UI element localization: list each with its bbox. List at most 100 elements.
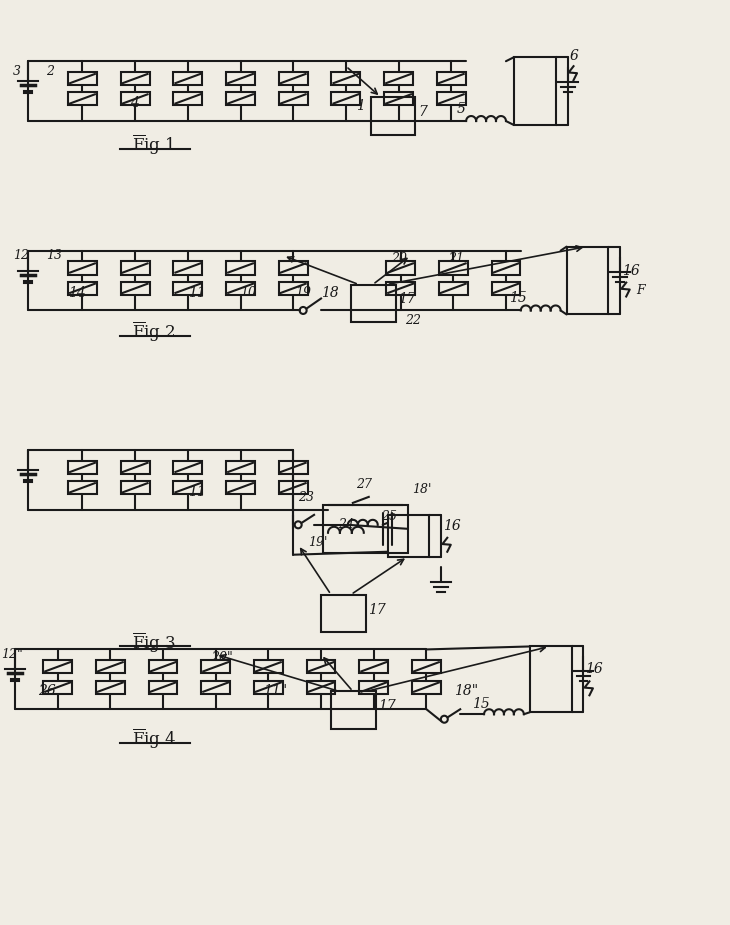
Bar [201,660,230,673]
Text: 3: 3 [13,65,21,78]
Text: 2: 2 [46,65,54,78]
Bar [323,505,407,553]
Text: 17: 17 [368,602,385,617]
Bar [566,247,608,314]
Text: 16: 16 [585,662,603,676]
Text: 1: 1 [356,99,365,113]
Bar [412,681,441,694]
Text: 18": 18" [454,684,478,698]
Text: 27: 27 [356,478,372,491]
Bar [514,57,556,125]
Text: 17: 17 [377,699,396,713]
Bar [120,72,150,85]
Bar [120,92,150,105]
Text: 10: 10 [240,286,256,299]
Text: $\mathregular{\overline{F}}$ig 4: $\mathregular{\overline{F}}$ig 4 [132,727,177,751]
Text: $\mathregular{\overline{F}}$ig 3: $\mathregular{\overline{F}}$ig 3 [132,631,177,655]
Bar [120,282,150,295]
Text: F: F [636,284,645,297]
Text: 13: 13 [46,249,61,262]
Bar [437,92,466,105]
Bar [359,660,388,673]
Bar [412,660,441,673]
Text: 25: 25 [380,511,396,524]
Bar [96,660,125,673]
Bar [149,660,177,673]
Bar [279,481,307,494]
Bar [307,660,336,673]
Bar [68,461,97,474]
Text: 20: 20 [391,253,407,265]
Text: 11: 11 [188,286,206,300]
Bar [437,72,466,85]
Bar [279,92,307,105]
Bar [359,681,388,694]
Text: 11": 11" [264,684,288,698]
Bar [226,461,255,474]
Bar [43,660,72,673]
Bar [149,681,177,694]
Text: 4: 4 [130,96,139,110]
Bar [226,481,255,494]
Text: 12": 12" [1,648,23,661]
Bar [530,647,572,712]
Text: 21: 21 [448,253,464,265]
Text: $\mathregular{\overline{F}}$ig 2: $\mathregular{\overline{F}}$ig 2 [132,320,176,344]
Bar [321,595,366,633]
Bar [174,72,202,85]
Bar [331,691,376,729]
Bar [174,461,202,474]
Text: 16: 16 [622,264,640,278]
Bar [68,481,97,494]
Bar [68,262,97,275]
Bar [226,262,255,275]
Bar [279,262,307,275]
Bar [120,461,150,474]
Bar [388,515,429,557]
Bar [174,282,202,295]
Text: 16: 16 [443,519,461,533]
Bar [201,681,230,694]
Text: 7: 7 [418,105,427,119]
Bar [279,72,307,85]
Text: 20": 20" [211,651,232,664]
Bar [491,262,520,275]
Bar [254,681,283,694]
Bar [43,681,72,694]
Bar [174,92,202,105]
Bar [351,285,396,323]
Text: 11: 11 [188,485,206,499]
Bar [279,461,307,474]
Text: 19: 19 [295,286,311,299]
Bar [254,660,283,673]
Bar [68,92,97,105]
Text: 5: 5 [456,102,465,116]
Bar [386,262,415,275]
Bar [439,262,468,275]
Bar [331,72,361,85]
Text: 18': 18' [412,484,432,497]
Text: 6: 6 [569,49,578,63]
Bar [226,282,255,295]
Bar [96,681,125,694]
Bar [384,92,413,105]
Bar [226,92,255,105]
Text: 24: 24 [338,518,354,531]
Text: 14: 14 [68,286,85,300]
Text: $\mathregular{\overline{F}}$ig 1: $\mathregular{\overline{F}}$ig 1 [132,133,175,157]
Text: 26: 26 [38,684,55,698]
Text: 17: 17 [398,292,415,306]
Bar [68,282,97,295]
Bar [439,282,468,295]
Text: 18: 18 [321,286,339,300]
Bar [331,92,361,105]
Bar [491,282,520,295]
Text: 22: 22 [406,314,421,327]
Bar [307,681,336,694]
Bar [120,262,150,275]
Bar [174,262,202,275]
Bar [371,97,415,135]
Bar [120,481,150,494]
Text: 15: 15 [509,291,526,305]
Text: 15: 15 [472,697,490,711]
